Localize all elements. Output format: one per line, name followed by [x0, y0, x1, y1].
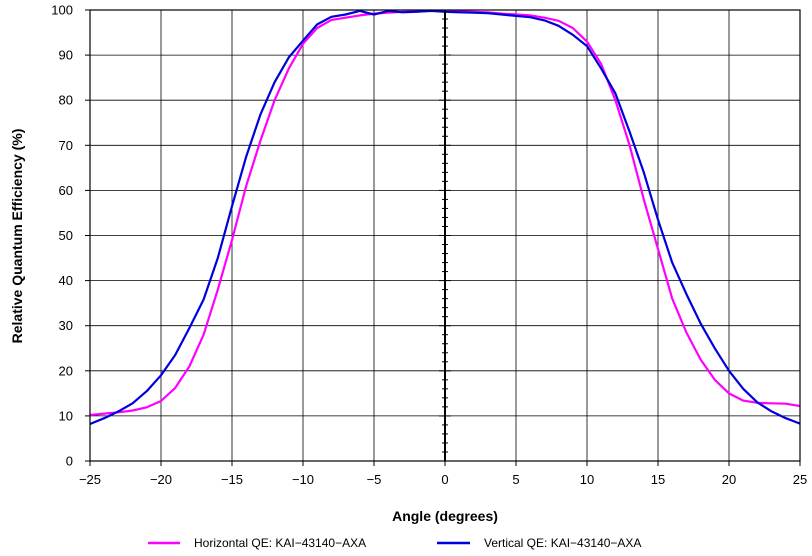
y-tick-label: 90 — [59, 48, 73, 63]
y-tick-label: 70 — [59, 138, 73, 153]
x-axis-title: Angle (degrees) — [392, 508, 498, 524]
x-tick-label: −15 — [221, 472, 243, 487]
x-tick-label: −25 — [79, 472, 101, 487]
x-tick-label: −10 — [292, 472, 314, 487]
y-axis-title: Relative Quantum Efficiency (%) — [9, 129, 25, 344]
y-tick-label: 60 — [59, 183, 73, 198]
y-tick-label: 80 — [59, 93, 73, 108]
x-tick-label: 20 — [722, 472, 736, 487]
y-tick-label: 100 — [51, 3, 73, 18]
y-tick-label: 50 — [59, 228, 73, 243]
x-tick-label: 15 — [651, 472, 665, 487]
legend-label-horizontal: Horizontal QE: KAI−43140−AXA — [194, 536, 366, 550]
x-tick-label: 25 — [793, 472, 807, 487]
x-tick-labels: −25 −20 −15 −10 −5 0 5 10 15 20 25 — [79, 472, 807, 487]
x-tick-label: −20 — [150, 472, 172, 487]
y-tick-labels: 0 10 20 30 40 50 60 70 80 90 100 — [51, 3, 73, 469]
y-tick-label: 40 — [59, 273, 73, 288]
legend: Horizontal QE: KAI−43140−AXA Vertical QE… — [148, 536, 641, 550]
y-tick-label: 10 — [59, 408, 73, 423]
x-tick-label: 0 — [441, 472, 448, 487]
x-tick-label: 5 — [512, 472, 519, 487]
x-tick-label: 10 — [580, 472, 594, 487]
y-tick-label: 30 — [59, 318, 73, 333]
y-tick-label: 0 — [66, 454, 73, 469]
y-tick-label: 20 — [59, 363, 73, 378]
legend-label-vertical: Vertical QE: KAI−43140−AXA — [484, 536, 641, 550]
x-tick-label: −5 — [367, 472, 382, 487]
